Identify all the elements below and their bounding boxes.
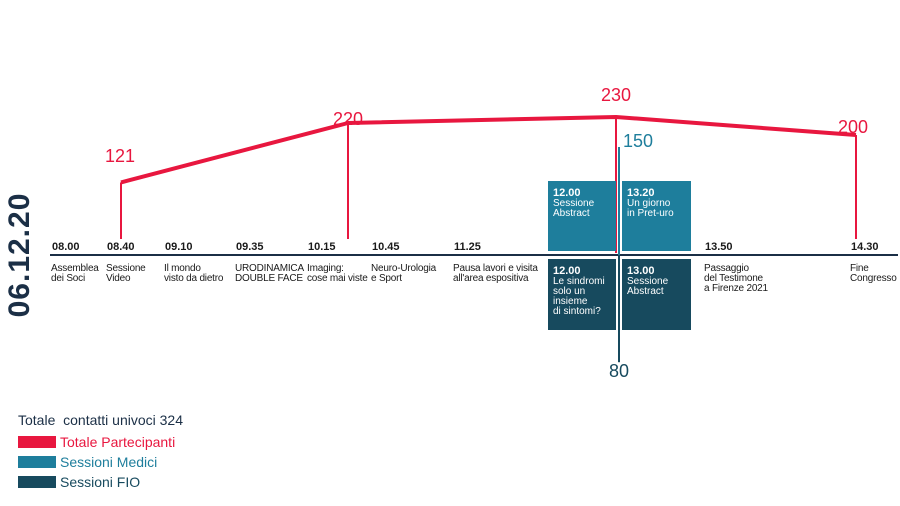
date-label: 06.12.20 (3, 192, 36, 318)
timeline-time: 08.40 (107, 241, 135, 253)
timeline-desc: Pausa lavori e visita all'area espositiv… (453, 263, 538, 284)
legend-swatch-fio (18, 476, 56, 488)
timeline-time: 08.00 (52, 241, 80, 253)
timeline-desc: Neuro-Urologia e Sport (371, 263, 437, 284)
timeline-desc: Sessione Video (106, 263, 146, 284)
session-desc: Le sindromi solo un insieme di sintomi? (553, 276, 605, 317)
legend-title: Totale contatti univoci 324 (18, 412, 183, 428)
timeline-time: 09.10 (165, 241, 193, 253)
timeline-time: 10.15 (308, 241, 336, 253)
totale-label-2: 220 (333, 109, 364, 129)
medici-label: 150 (623, 131, 654, 151)
session-desc: Sessione Abstract (553, 198, 595, 219)
timeline-desc: Imaging: cose mai viste (307, 263, 368, 284)
timeline-desc: Assemblea dei Soci (51, 263, 99, 284)
timeline-desc: Il mondo visto da dietro (164, 263, 224, 284)
timeline-time: 10.45 (372, 241, 400, 253)
session-box-fio: 13.00 Sessione Abstract (622, 259, 691, 330)
timeline-time: 09.35 (236, 241, 264, 253)
timeline-time: 14.30 (851, 241, 879, 253)
totale-label-3: 230 (601, 85, 632, 105)
totale-label-1: 121 (105, 146, 136, 166)
totale-series-line (120, 115, 857, 185)
session-box-medici: 13.20 Un giorno in Pret-uro (622, 181, 691, 251)
legend-swatch-totale (18, 436, 56, 448)
timeline-desc: Fine Congresso (850, 263, 897, 284)
session-desc: Sessione Abstract (627, 276, 669, 297)
session-time: 13.00 (627, 265, 655, 277)
session-time: 12.00 (553, 265, 581, 277)
legend-label-totale: Totale Partecipanti (60, 434, 176, 450)
session-time: 12.00 (553, 187, 581, 199)
legend-swatch-medici (18, 456, 56, 468)
timeline-desc: Passaggio del Testimone a Firenze 2021 (704, 263, 768, 294)
session-box-medici: 12.00 Sessione Abstract (548, 181, 616, 251)
legend-label-fio: Sessioni FIO (60, 474, 141, 490)
fio-label: 80 (609, 361, 630, 381)
legend-label-medici: Sessioni Medici (60, 454, 158, 470)
timeline-time: 11.25 (454, 241, 481, 253)
session-time: 13.20 (627, 187, 655, 199)
session-desc: Un giorno in Pret-uro (627, 198, 674, 219)
timeline-time: 13.50 (705, 241, 733, 253)
timeline-desc: URODINAMICA DOUBLE FACE (235, 263, 304, 284)
totale-label-4: 200 (838, 117, 869, 137)
session-box-fio: 12.00 Le sindromi solo un insieme di sin… (548, 259, 616, 330)
